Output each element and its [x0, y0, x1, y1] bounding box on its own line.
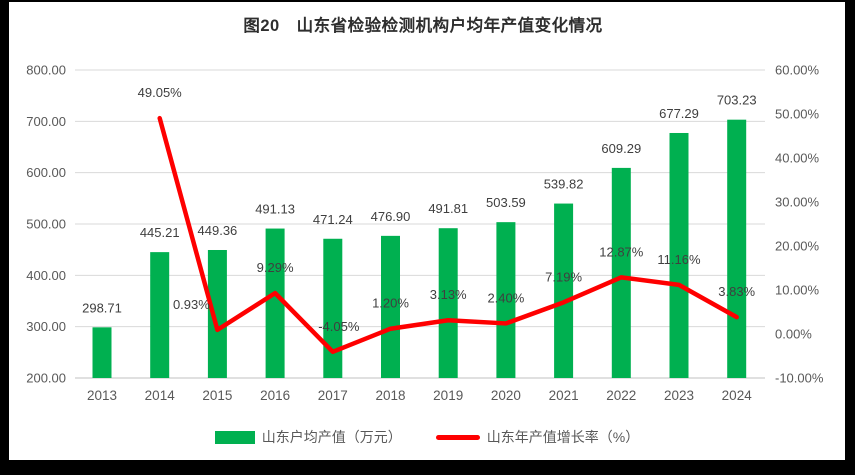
- line-series-swatch-icon: [435, 434, 480, 440]
- line-value-label: 11.16%: [657, 252, 701, 267]
- x-axis-category-label: 2014: [145, 388, 176, 403]
- legend-label-bar-series: 山东户均产值（万元）: [261, 429, 402, 445]
- bar-value-label: 298.71: [82, 300, 122, 315]
- right-axis-tick-label: 10.00%: [775, 283, 820, 298]
- right-axis-tick-label: 60.00%: [775, 63, 820, 78]
- bar-value-label: 471.24: [313, 212, 353, 227]
- line-value-label: 0.93%: [173, 297, 210, 312]
- line-value-label: 3.13%: [430, 287, 467, 302]
- line-value-label: 49.05%: [138, 85, 183, 100]
- left-axis-tick-label: 800.00: [26, 63, 66, 78]
- bar-2013: [92, 327, 112, 378]
- chart-page: 图20 山东省检验检测机构户均年产值变化情况 200.00 300.00 400.0…: [9, 2, 845, 460]
- bar-value-label: 491.81: [428, 201, 468, 216]
- plot-area: 200.00 300.00 400.00 500.00 600.00 700.00 800.…: [26, 63, 824, 404]
- bar-series-swatch-icon: [214, 430, 255, 444]
- bar-2021: [554, 203, 574, 378]
- right-axis-tick-label: 20.00%: [775, 239, 820, 254]
- growth-rate-line: [157, 115, 739, 355]
- chart-legend: 山东户均产值（万元） 山东年产值增长率（%）: [9, 427, 845, 447]
- bar-value-label: 539.82: [544, 177, 584, 192]
- right-axis-tick-label: 40.00%: [775, 151, 820, 166]
- legend-item-bar-series: 山东户均产值（万元）: [214, 427, 402, 447]
- bar-2016: [265, 228, 285, 378]
- bar-2022: [611, 167, 631, 378]
- line-value-label: 3.83%: [718, 284, 755, 299]
- bar-value-label: 703.23: [717, 93, 757, 108]
- bar-2019: [438, 228, 458, 378]
- x-axis-category-label: 2020: [491, 388, 521, 403]
- bar-2017: [323, 238, 343, 378]
- x-axis-category-label: 2017: [318, 388, 348, 403]
- x-axis-category-label: 2022: [606, 388, 636, 403]
- x-axis-category-label: 2018: [375, 388, 405, 403]
- left-axis-tick-label: 500.00: [26, 217, 66, 232]
- line-value-label: -4.05%: [318, 319, 360, 334]
- bar-value-label: 677.29: [659, 106, 699, 121]
- bar-value-label: 476.90: [371, 209, 411, 224]
- bar-value-label: 503.59: [486, 195, 526, 210]
- right-axis-tick-label: 50.00%: [775, 107, 820, 122]
- x-axis-category-label: 2019: [433, 388, 463, 403]
- legend-label-line-series: 山东年产值增长率（%）: [486, 429, 640, 445]
- left-axis-tick-label: 200.00: [26, 371, 66, 386]
- line-value-label: 12.87%: [599, 244, 644, 259]
- bar-value-label: 491.13: [255, 202, 295, 217]
- chart-title: 图20 山东省检验检测机构户均年产值变化情况: [243, 17, 603, 35]
- left-axis-tick-label: 300.00: [26, 319, 66, 334]
- x-axis-category-label: 2013: [87, 388, 117, 403]
- bar-value-label: 609.29: [601, 141, 641, 156]
- bar-2023: [669, 132, 689, 378]
- bar-2018: [381, 235, 400, 378]
- bar-2020: [496, 222, 516, 378]
- right-axis-tick-label: -10.00%: [775, 371, 824, 386]
- bar-2024: [727, 119, 747, 379]
- bar-value-label: 449.36: [198, 223, 238, 238]
- right-axis-tick-label: 0.00%: [775, 327, 812, 342]
- line-value-label: 2.40%: [487, 290, 524, 305]
- x-axis-category-label: 2021: [549, 388, 579, 403]
- left-axis-tick-label: 600.00: [26, 165, 66, 180]
- bar-2014: [150, 252, 170, 378]
- x-axis-category-label: 2023: [664, 388, 694, 403]
- line-value-label: 9.29%: [257, 260, 294, 275]
- bar-2015: [207, 249, 227, 378]
- right-axis-tick-label: 30.00%: [775, 195, 820, 210]
- line-value-label: 1.20%: [372, 296, 409, 311]
- legend-item-line-series: 山东年产值增长率（%）: [435, 427, 640, 447]
- line-value-label: 7.19%: [545, 269, 582, 284]
- x-axis-category-label: 2015: [202, 388, 232, 403]
- bar-value-label: 445.21: [140, 225, 180, 240]
- left-axis-tick-label: 400.00: [26, 268, 66, 283]
- x-axis-category-label: 2016: [260, 388, 290, 403]
- left-axis-tick-label: 700.00: [26, 114, 66, 129]
- x-axis-category-label: 2024: [722, 388, 753, 403]
